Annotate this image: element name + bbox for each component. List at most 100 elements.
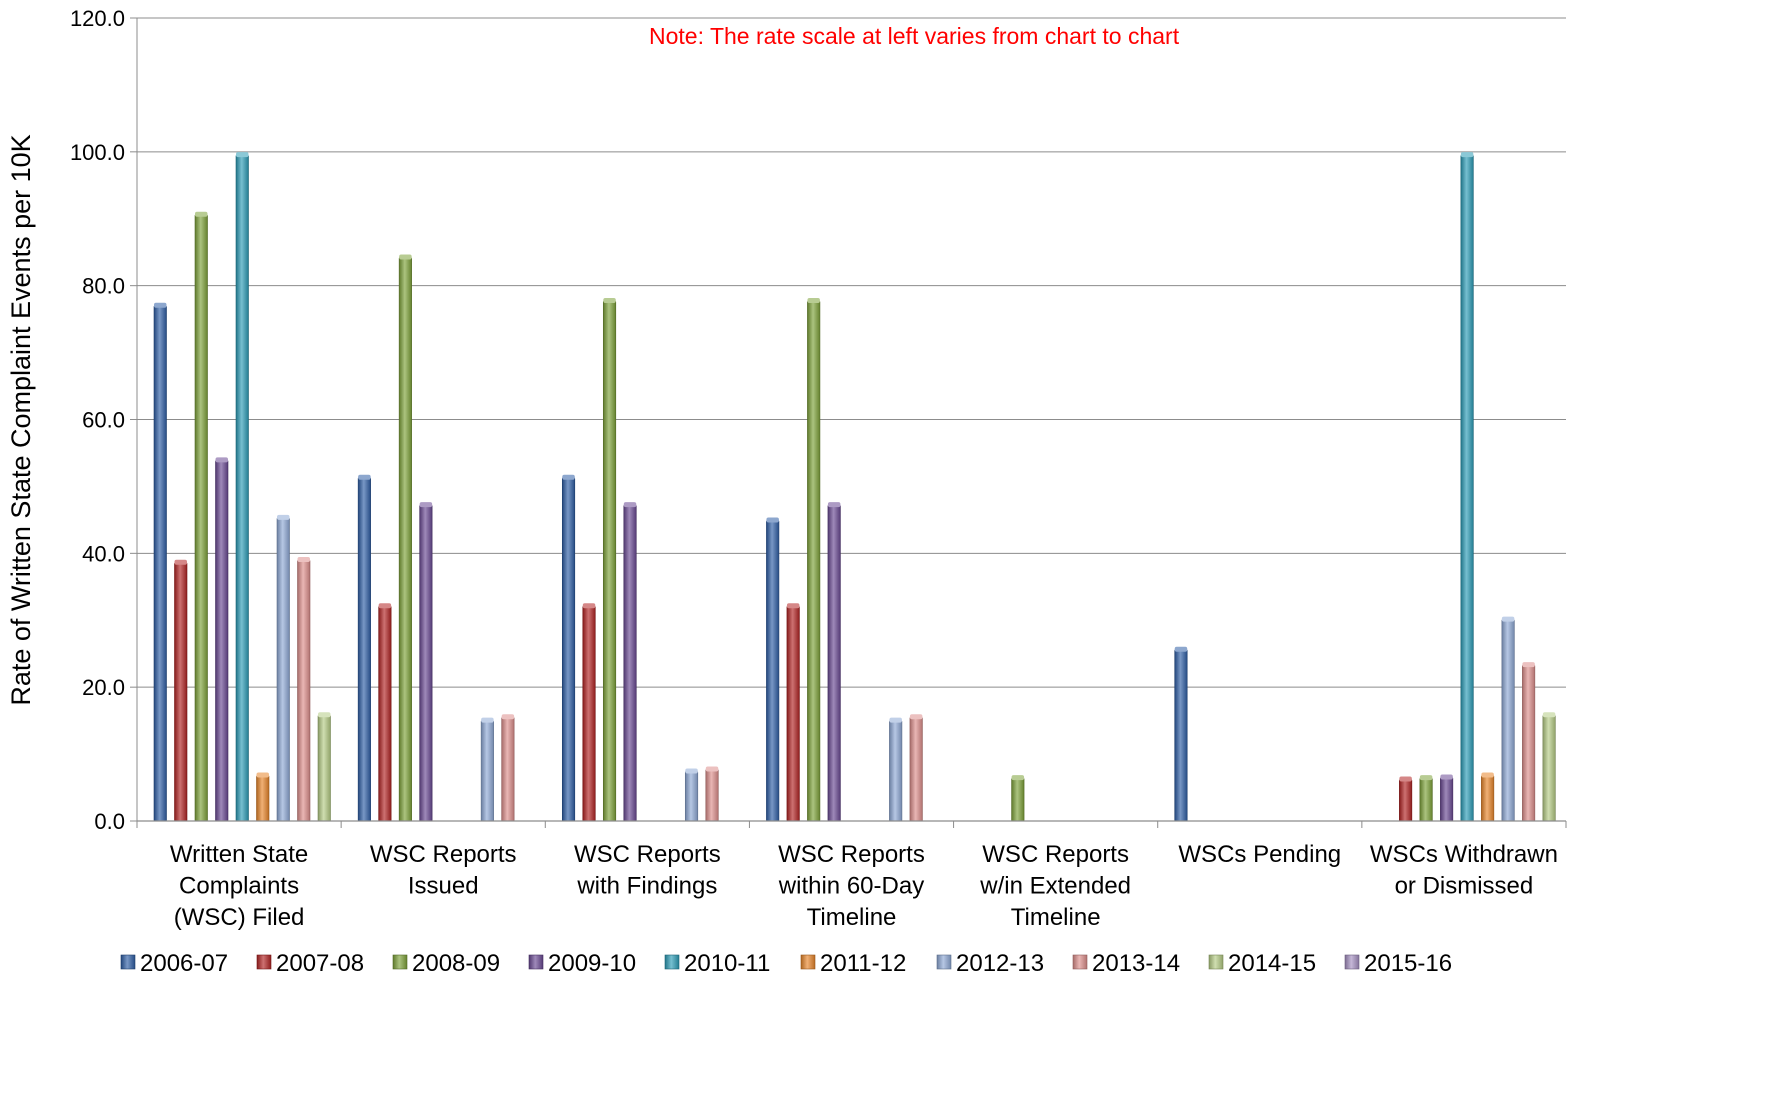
bar-2014-15 [1542, 714, 1556, 822]
legend-item-2014-15: 2014-15 [1208, 950, 1316, 977]
bar-cap [501, 714, 515, 720]
bar-cap [297, 557, 310, 563]
bar-cap [1399, 776, 1412, 782]
x-category-label: WSC Reports Issued [370, 841, 517, 900]
bar-cap [603, 298, 616, 304]
bar-cap [1522, 662, 1535, 668]
bar-cap [1501, 616, 1515, 622]
bar-cap [481, 717, 494, 723]
bar-cap [358, 474, 371, 480]
bar-2012-13 [684, 771, 699, 822]
legend-label: 2009-10 [548, 950, 636, 977]
y-tick-label: 80.0 [82, 274, 125, 299]
y-tick-label: 120.0 [70, 6, 125, 31]
y-tick-label: 60.0 [82, 408, 125, 433]
legend-label: 2013-14 [1092, 950, 1180, 977]
legend-swatch [664, 954, 680, 970]
legend-swatch [256, 954, 272, 970]
bar-cap [786, 603, 800, 609]
y-tick-label: 100.0 [70, 140, 125, 165]
bar-2010-11 [1460, 154, 1474, 822]
bar-cap [215, 457, 228, 463]
legend-item-2010-11: 2010-11 [664, 950, 770, 977]
legend-swatch [1208, 954, 1224, 970]
x-axis: Written State Complaints (WSC) Filed WSC Re… [136, 820, 1567, 931]
bar-cap [909, 714, 923, 720]
bar-2013-14 [297, 559, 311, 822]
legend-label: 2010-11 [684, 950, 770, 977]
bar-2007-08 [786, 605, 800, 822]
bar-cap [1011, 775, 1025, 781]
bar-cap [399, 254, 412, 260]
legend-label: 2006-07 [140, 950, 228, 977]
legend-swatch [528, 954, 544, 970]
legend-swatch [120, 954, 136, 970]
legend-item-2013-14: 2013-14 [1072, 950, 1180, 977]
bar-cap [562, 474, 575, 480]
bar-2007-08 [582, 605, 596, 822]
bar-cap [1481, 772, 1494, 778]
x-category-label: Written State Complaints (WSC) Filed [170, 841, 308, 931]
bar-cap [705, 766, 719, 772]
gridlines [137, 17, 1566, 822]
bar-cap [827, 502, 841, 508]
bar-2008-09 [602, 300, 617, 822]
legend-label: 2007-08 [276, 950, 364, 977]
bar-cap [766, 517, 779, 523]
bar-cap [277, 514, 290, 520]
legend-swatch [800, 954, 816, 970]
bar-2014-15 [317, 714, 331, 822]
legend: 2006-07 2007-08 2008-09 2009-10 2010-11 2011-… [120, 950, 1452, 977]
legend-label: 2014-15 [1228, 950, 1316, 977]
x-category-label: WSC Reports within 60-Day Timeline [778, 841, 925, 931]
bar-2008-09 [398, 257, 412, 822]
bar-2006-07 [766, 520, 780, 822]
bar-2009-10 [623, 504, 637, 822]
bar-2008-09 [807, 300, 821, 822]
legend-item-2012-13: 2012-13 [936, 950, 1044, 977]
legend-swatch [1072, 954, 1088, 970]
bar-2011-12 [256, 775, 270, 822]
bar-cap [1542, 712, 1556, 718]
bars [153, 152, 1556, 822]
bar-cap [318, 712, 331, 718]
legend-swatch [1344, 954, 1360, 970]
legend-item-2015-16: 2015-16 [1344, 950, 1452, 977]
bar-cap [1460, 152, 1474, 158]
legend-item-2006-07: 2006-07 [120, 950, 228, 977]
bar-2013-14 [909, 716, 923, 822]
bar-cap [195, 211, 208, 217]
bar-2006-07 [561, 477, 576, 822]
y-tick-label: 20.0 [82, 675, 125, 700]
bar-2011-12 [1481, 775, 1495, 822]
bar-2008-09 [1011, 777, 1025, 822]
bar-2008-09 [1419, 777, 1433, 822]
y-tick-label: 0.0 [94, 809, 125, 834]
bar-cap [236, 152, 249, 158]
bar-cap [1419, 775, 1433, 781]
x-category-label: WSC Reports w/in Extended Timeline [979, 841, 1131, 931]
bar-2006-07 [153, 305, 167, 822]
bar-2012-13 [480, 720, 494, 822]
y-tick-label: 40.0 [82, 541, 125, 566]
bar-2013-14 [1522, 664, 1536, 822]
bar-2010-11 [235, 154, 249, 822]
bar-2012-13 [276, 517, 290, 822]
bar-2009-10 [827, 504, 841, 822]
legend-item-2008-09: 2008-09 [392, 950, 500, 977]
legend-item-2007-08: 2007-08 [256, 950, 364, 977]
bar-cap [419, 502, 433, 508]
y-axis-label: Rate of Written State Complaint Events p… [6, 134, 36, 705]
bar-2007-08 [378, 605, 392, 822]
bar-2006-07 [357, 477, 371, 822]
bar-cap [807, 298, 820, 304]
legend-label: 2008-09 [412, 950, 500, 977]
bar-2007-08 [174, 562, 188, 822]
bar-cap [582, 603, 596, 609]
bar-2012-13 [1501, 619, 1515, 822]
bar-2009-10 [215, 460, 229, 822]
x-category-label: WSCs Withdrawn or Dismissed [1370, 841, 1558, 900]
legend-label: 2012-13 [956, 950, 1044, 977]
bar-2009-10 [419, 504, 433, 822]
bar-2008-09 [194, 214, 208, 822]
